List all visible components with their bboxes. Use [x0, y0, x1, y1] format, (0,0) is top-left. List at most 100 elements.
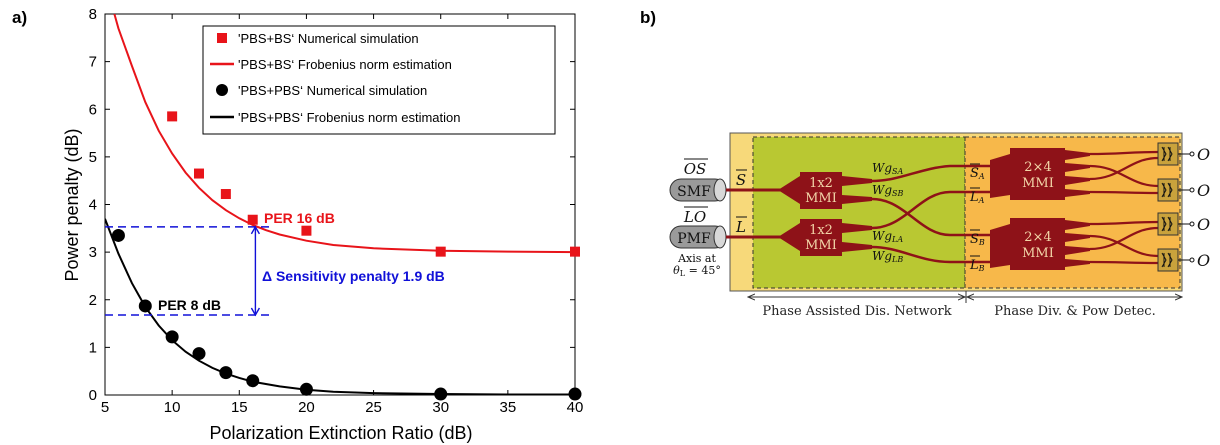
axis-note-line2: θL = 45° — [673, 264, 721, 278]
reference-lines — [105, 225, 274, 317]
lo-label: LO — [683, 208, 706, 226]
node-lb-label: LB — [969, 258, 985, 273]
svg-text:MMI: MMI — [1022, 246, 1054, 261]
x-axis-label: Polarization Extinction Ratio (dB) — [209, 423, 472, 443]
wg-la-label: WgLA — [872, 229, 903, 244]
waveguides-stage2 — [1089, 150, 1159, 265]
y-tick-label: 8 — [89, 6, 97, 23]
detector-4 — [1157, 248, 1179, 272]
x-tick-label: 20 — [298, 399, 315, 416]
mmi-1x2-top: 1x2 MMI — [778, 172, 842, 209]
node-la-label: LA — [969, 190, 985, 205]
pmf-fiber: PMF — [669, 225, 727, 249]
data-point-circle — [434, 387, 448, 401]
output-4: O — [1197, 251, 1210, 270]
waveguides-stage1 — [871, 164, 1000, 264]
smf-label: SMF — [677, 184, 711, 200]
node-sa-label: SA — [970, 166, 985, 181]
annotation-per8: PER 8 dB — [158, 297, 221, 313]
y-tick-label: 3 — [89, 244, 97, 261]
port-l-label: L — [735, 218, 746, 236]
smf-fiber: SMF — [669, 178, 727, 202]
sensitivity-arrowhead-top — [250, 225, 261, 235]
annotation-sensitivity: Δ Sensitivity penalty 1.9 dB — [262, 268, 445, 284]
svg-text:1x2: 1x2 — [809, 223, 833, 238]
x-tick-label: 35 — [500, 399, 517, 416]
y-tick-label: 6 — [89, 101, 97, 118]
x-tick-label: 10 — [164, 399, 181, 416]
data-point-circle — [219, 366, 233, 380]
svg-text:MMI: MMI — [1022, 176, 1054, 191]
panel-a-label: a) — [12, 8, 28, 27]
annotation-per16: PER 16 dB — [264, 210, 335, 226]
x-tick-label: 40 — [567, 399, 584, 416]
y-axis-label: Power penalty (dB) — [62, 128, 82, 281]
x-tick-label: 5 — [101, 399, 109, 416]
data-point-square — [247, 214, 258, 225]
legend-entry-2: 'PBS+BS‘ Frobenius norm estimation — [238, 57, 452, 72]
data-point-circle — [192, 347, 206, 361]
data-point-square — [301, 225, 312, 236]
chart: 5 10 15 20 25 30 35 40 0 1 2 3 4 5 6 7 8 Polarization Ex… — [62, 6, 584, 443]
data-point-circle — [299, 382, 313, 396]
os-label: OS — [684, 160, 707, 178]
wg-lb-label: WgLB — [872, 249, 903, 264]
legend-marker-red-square — [217, 33, 227, 43]
section-label-1: Phase Assisted Dis. Network — [762, 304, 951, 319]
detector-3 — [1157, 212, 1179, 236]
data-point-circle — [138, 299, 152, 313]
data-point-square — [194, 168, 204, 179]
mmi-2x4-bottom: 2×4 MMI — [990, 218, 1065, 270]
x-tick-label: 25 — [365, 399, 382, 416]
axis-note-line1: Axis at — [677, 252, 716, 265]
data-point-circle — [165, 330, 179, 344]
svg-text:2×4: 2×4 — [1024, 160, 1051, 175]
svg-text:1x2: 1x2 — [809, 176, 833, 191]
y-tick-label: 2 — [89, 292, 97, 309]
mmi-2x4-top: 2×4 MMI — [990, 148, 1065, 200]
y-tick-label: 4 — [89, 197, 97, 214]
data-point-square — [435, 246, 446, 257]
x-tick-label: 15 — [231, 399, 248, 416]
phase-assisted-region — [752, 136, 966, 289]
mmi-1x2-bottom: 1x2 MMI — [778, 219, 842, 256]
axis-ticks: 5 10 15 20 25 30 35 40 0 1 2 3 4 5 6 7 8 — [89, 6, 584, 416]
outputs — [1178, 151, 1195, 263]
series-layer — [105, 14, 582, 401]
panel-b-label: b) — [640, 8, 657, 27]
legend-entry-4: 'PBS+PBS‘ Frobenius norm estimation — [238, 110, 461, 125]
y-tick-label: 1 — [89, 339, 97, 356]
data-point-square — [570, 246, 580, 257]
detector-2 — [1157, 178, 1179, 202]
data-point-circle — [568, 387, 582, 401]
legend-box — [202, 25, 556, 135]
y-tick-label: 0 — [89, 387, 97, 404]
x-tick-label: 30 — [432, 399, 449, 416]
svg-text:MMI: MMI — [805, 191, 837, 206]
y-tick-label: 5 — [89, 149, 97, 166]
output-2: O — [1197, 181, 1210, 200]
output-1: O — [1197, 145, 1210, 164]
legend-marker-black-circle — [216, 84, 228, 96]
section-label-2: Phase Div. & Pow Detec. — [994, 304, 1155, 319]
data-point-square — [220, 189, 231, 200]
data-point-square — [167, 111, 178, 122]
data-point-circle — [246, 374, 260, 388]
sensitivity-arrowhead-bottom — [250, 307, 261, 317]
svg-text:MMI: MMI — [805, 238, 837, 253]
data-point-circle — [111, 228, 125, 242]
wg-sa-label: WgSA — [872, 161, 903, 176]
output-3: O — [1197, 215, 1210, 234]
legend-entry-3: 'PBS+PBS‘ Numerical simulation — [238, 83, 427, 98]
wg-sb-label: WgSB — [872, 183, 903, 198]
port-s-label: S — [736, 171, 746, 189]
legend-entry-1: 'PBS+BS‘ Numerical simulation — [238, 31, 419, 46]
y-tick-label: 7 — [89, 54, 97, 71]
series-line-1 — [113, 14, 575, 254]
node-sb-label: SB — [970, 232, 985, 247]
legend: 'PBS+BS‘ Numerical simulation 'PBS+BS‘ F… — [202, 25, 556, 135]
svg-text:2×4: 2×4 — [1024, 230, 1051, 245]
pmf-label: PMF — [677, 231, 711, 247]
detector-1 — [1157, 142, 1179, 166]
